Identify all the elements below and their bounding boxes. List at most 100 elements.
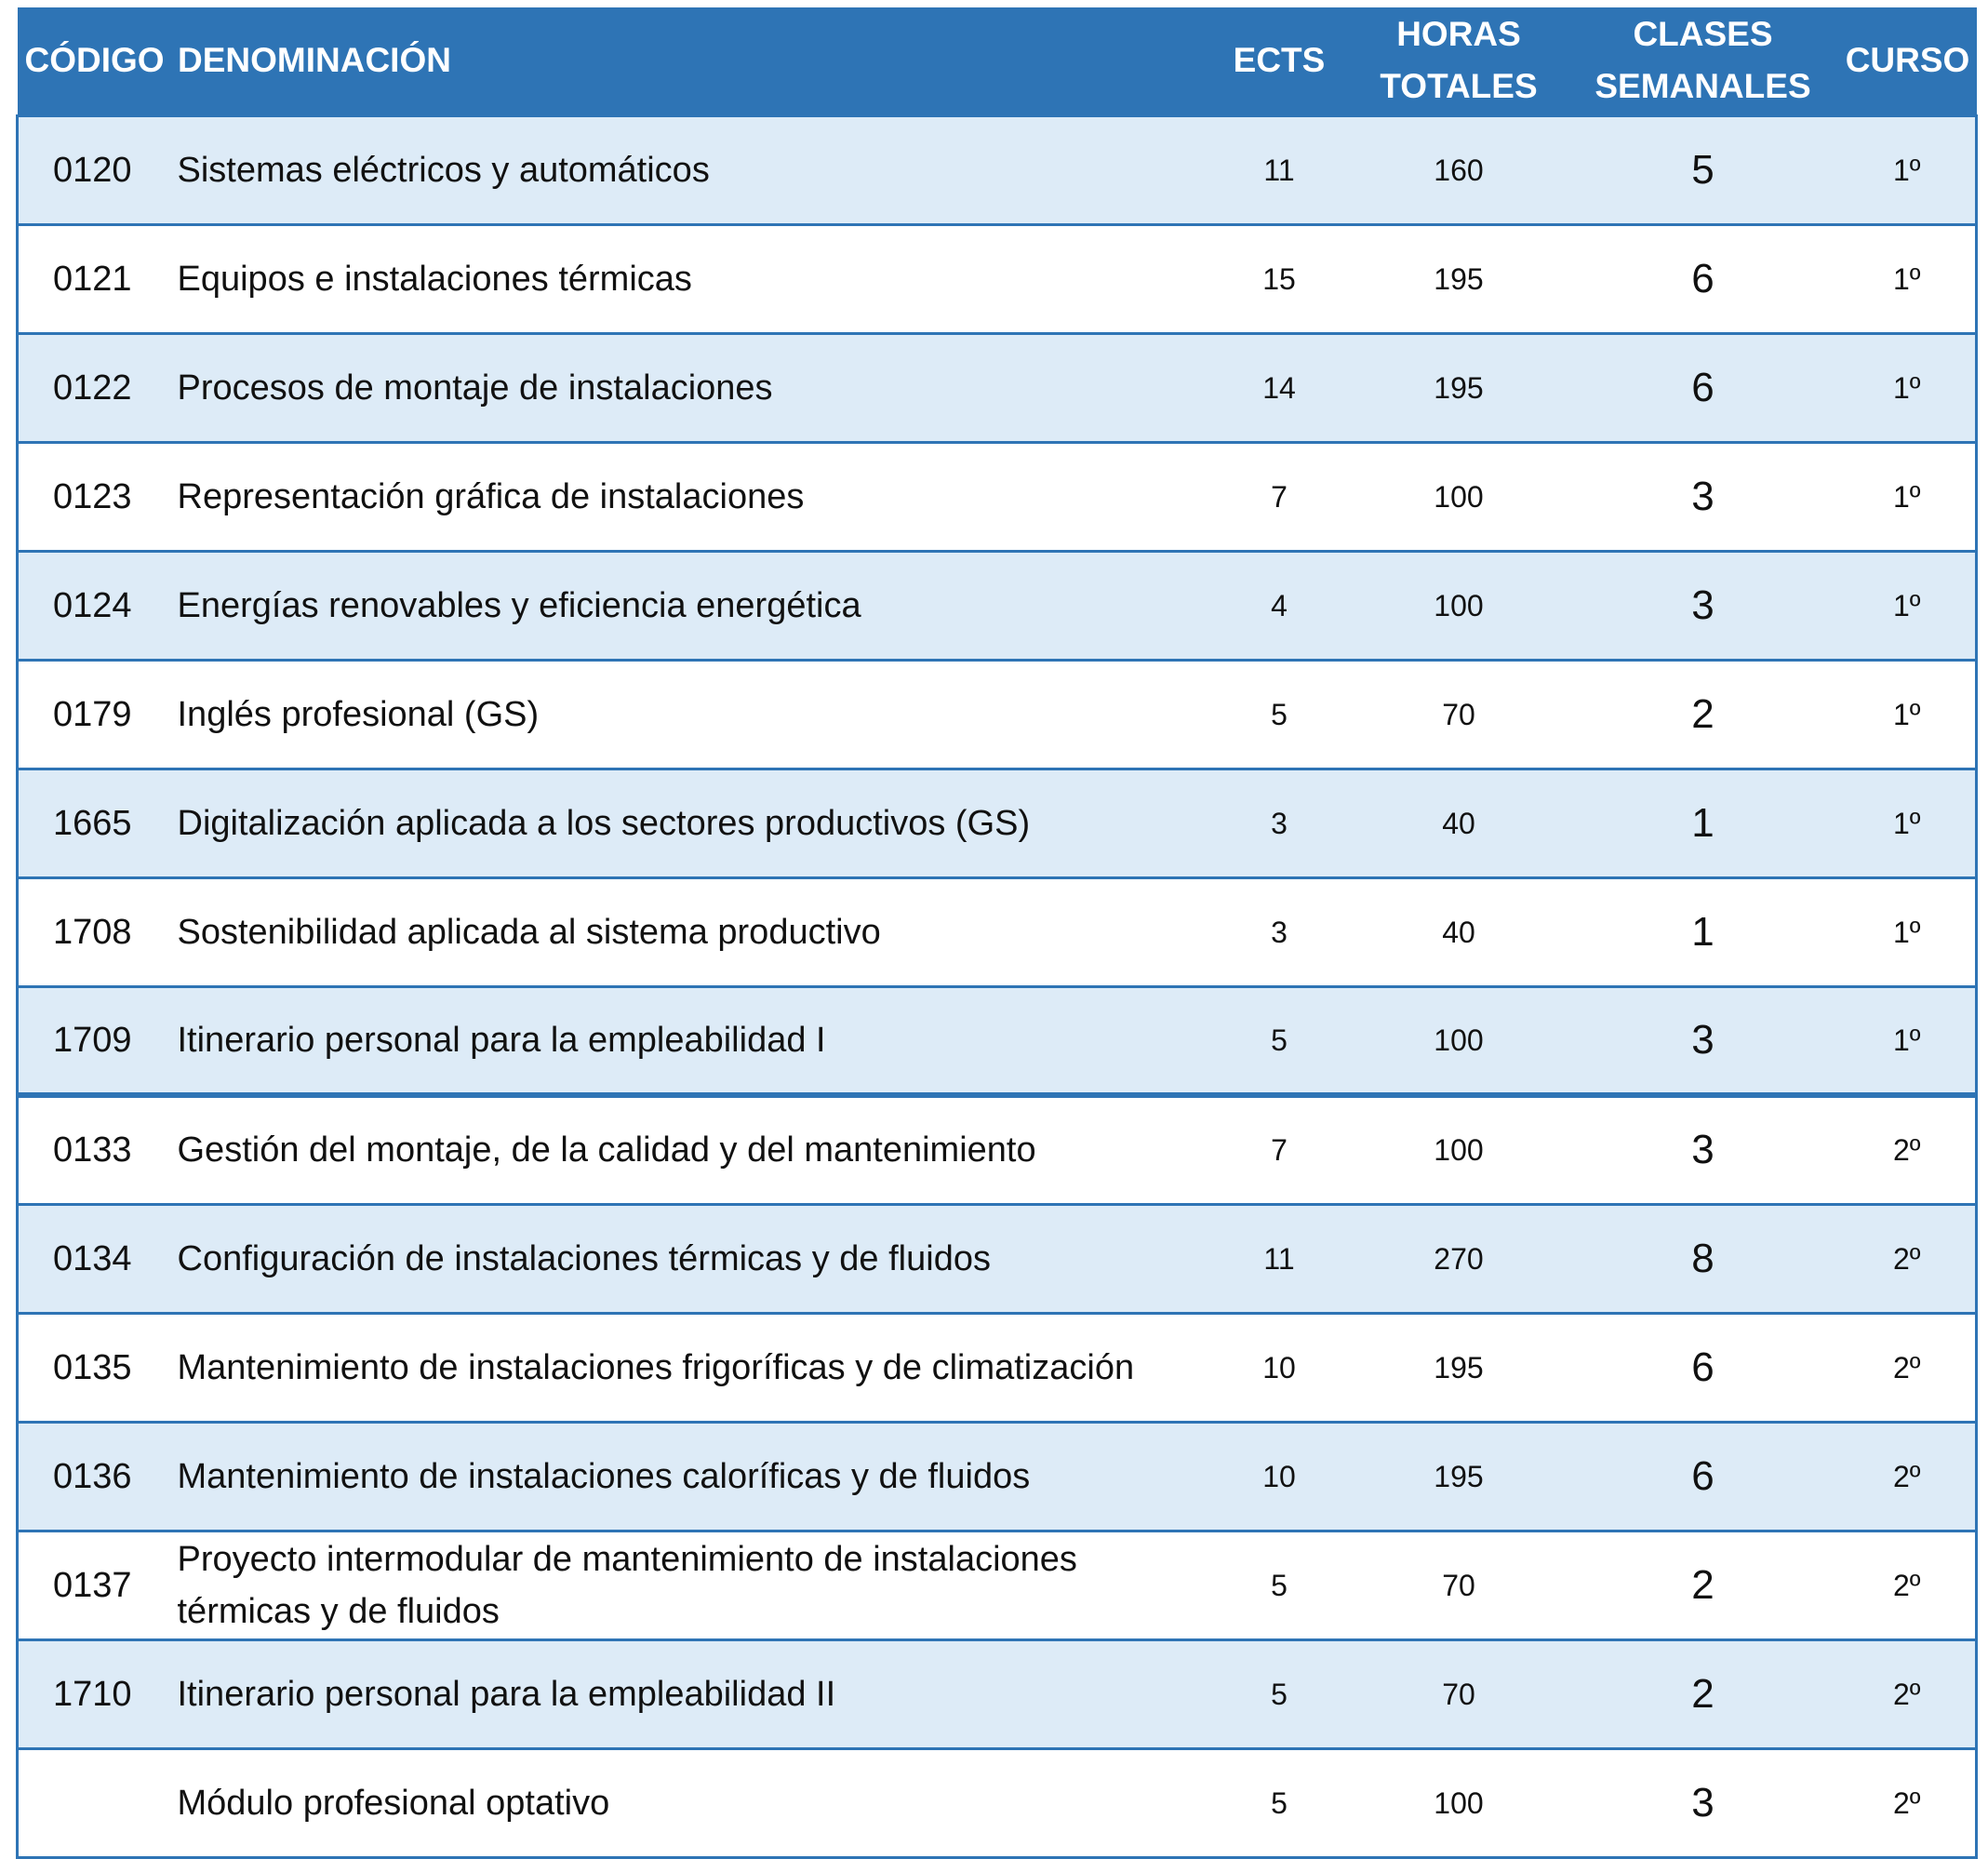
cell-clases-semanales: 3 <box>1567 440 1839 553</box>
cell-curso: 2º <box>1838 1092 1978 1206</box>
cell-curso: 2º <box>1838 1311 1978 1424</box>
table-row: 1708 Sostenibilidad aplicada al sistema p… <box>16 876 1978 988</box>
table-row: 0122 Procesos de montaje de instalaciones… <box>16 331 1978 444</box>
cell-codigo: 0124 <box>16 549 174 662</box>
table-row: Módulo profesional optativo 5 100 3 2º <box>16 1746 1978 1859</box>
cell-denominacion: Itinerario personal para la empleabilida… <box>173 1638 1208 1750</box>
table-row: 0120 Sistemas eléctricos y automáticos 11 1… <box>16 114 1978 226</box>
table-row: 0133 Gestión del montaje, de la calidad y… <box>16 1092 1978 1206</box>
cell-curso: 1º <box>1838 876 1978 988</box>
cell-horas-totales: 195 <box>1350 1311 1568 1424</box>
cell-clases-semanales: 3 <box>1567 1092 1839 1206</box>
cell-horas-totales: 100 <box>1350 984 1568 1097</box>
cell-ects: 3 <box>1207 876 1351 988</box>
table-row: 0137 Proyecto intermodular de mantenimien… <box>16 1529 1978 1641</box>
cell-clases-semanales: 2 <box>1567 1638 1839 1750</box>
table-row: 1665 Digitalización aplicada a los sector… <box>16 767 1978 879</box>
header-horas-line2: TOTALES <box>1380 67 1538 106</box>
cell-denominacion: Configuración de instalaciones térmicas … <box>173 1202 1208 1315</box>
header-curso: CURSO <box>1838 7 1977 115</box>
cell-horas-totales: 270 <box>1350 1202 1568 1315</box>
cell-curso: 1º <box>1838 222 1978 335</box>
cell-codigo: 1710 <box>16 1638 174 1750</box>
cell-curso: 1º <box>1838 549 1978 662</box>
cell-curso: 1º <box>1838 984 1978 1097</box>
cell-clases-semanales: 6 <box>1567 222 1839 335</box>
cell-curso: 1º <box>1838 114 1978 226</box>
cell-ects: 5 <box>1207 984 1351 1097</box>
cell-horas-totales: 100 <box>1350 440 1568 553</box>
header-codigo: CÓDIGO <box>17 7 174 115</box>
modules-table: CÓDIGO DENOMINACIÓN ECTS HORAS TOTALES CL… <box>16 7 1978 1859</box>
table-row: 0123 Representación gráfica de instalacio… <box>16 440 1978 553</box>
cell-horas-totales: 70 <box>1350 1638 1568 1750</box>
table-body: 0120 Sistemas eléctricos y automáticos 11 1… <box>16 114 1978 1859</box>
cell-curso: 1º <box>1838 331 1978 444</box>
cell-codigo: 0134 <box>16 1202 174 1315</box>
table-row: 0124 Energías renovables y eficiencia ene… <box>16 549 1978 662</box>
header-clases-line1: CLASES <box>1633 15 1773 54</box>
table-row: 1709 Itinerario personal para la empleabi… <box>16 984 1978 1097</box>
cell-clases-semanales: 6 <box>1567 331 1839 444</box>
cell-curso: 1º <box>1838 767 1978 879</box>
header-denominacion: DENOMINACIÓN <box>173 7 1208 115</box>
cell-codigo: 0122 <box>16 331 174 444</box>
cell-curso: 2º <box>1838 1529 1978 1641</box>
cell-clases-semanales: 6 <box>1567 1420 1839 1532</box>
cell-denominacion: Itinerario personal para la empleabilida… <box>173 984 1208 1097</box>
cell-codigo: 0133 <box>16 1092 174 1206</box>
cell-denominacion: Sistemas eléctricos y automáticos <box>173 114 1208 226</box>
cell-horas-totales: 70 <box>1350 658 1568 770</box>
cell-horas-totales: 160 <box>1350 114 1568 226</box>
cell-ects: 11 <box>1207 114 1351 226</box>
cell-ects: 10 <box>1207 1420 1351 1532</box>
cell-codigo: 1709 <box>16 984 174 1097</box>
cell-clases-semanales: 5 <box>1567 114 1839 226</box>
cell-ects: 15 <box>1207 222 1351 335</box>
cell-horas-totales: 100 <box>1350 549 1568 662</box>
cell-clases-semanales: 1 <box>1567 876 1839 988</box>
cell-ects: 4 <box>1207 549 1351 662</box>
cell-clases-semanales: 2 <box>1567 1529 1839 1641</box>
cell-ects: 5 <box>1207 1529 1351 1641</box>
cell-denominacion: Inglés profesional (GS) <box>173 658 1208 770</box>
cell-curso: 2º <box>1838 1638 1978 1750</box>
cell-curso: 2º <box>1838 1746 1978 1859</box>
cell-horas-totales: 100 <box>1350 1746 1568 1859</box>
cell-clases-semanales: 8 <box>1567 1202 1839 1315</box>
cell-clases-semanales: 3 <box>1567 984 1839 1097</box>
header-ects: ECTS <box>1207 7 1351 115</box>
cell-denominacion: Gestión del montaje, de la calidad y del… <box>173 1092 1208 1206</box>
cell-horas-totales: 195 <box>1350 222 1568 335</box>
cell-clases-semanales: 3 <box>1567 549 1839 662</box>
cell-clases-semanales: 3 <box>1567 1746 1839 1859</box>
table-row: 0179 Inglés profesional (GS) 5 70 2 1º <box>16 658 1978 770</box>
cell-codigo: 0136 <box>16 1420 174 1532</box>
cell-codigo: 1708 <box>16 876 174 988</box>
cell-denominacion: Equipos e instalaciones térmicas <box>173 222 1208 335</box>
cell-horas-totales: 195 <box>1350 1420 1568 1532</box>
header-clases-semanales: CLASES SEMANALES <box>1567 7 1839 115</box>
cell-codigo: 0135 <box>16 1311 174 1424</box>
cell-ects: 3 <box>1207 767 1351 879</box>
header-row: CÓDIGO DENOMINACIÓN ECTS HORAS TOTALES CL… <box>17 7 1977 115</box>
cell-horas-totales: 40 <box>1350 767 1568 879</box>
cell-denominacion: Digitalización aplicada a los sectores p… <box>173 767 1208 879</box>
cell-denominacion: Energías renovables y eficiencia energét… <box>173 549 1208 662</box>
cell-curso: 2º <box>1838 1202 1978 1315</box>
cell-ects: 5 <box>1207 1638 1351 1750</box>
table-row: 0135 Mantenimiento de instalaciones frigo… <box>16 1311 1978 1424</box>
cell-horas-totales: 195 <box>1350 331 1568 444</box>
cell-curso: 1º <box>1838 440 1978 553</box>
cell-ects: 7 <box>1207 440 1351 553</box>
cell-clases-semanales: 1 <box>1567 767 1839 879</box>
table-row: 0136 Mantenimiento de instalaciones calor… <box>16 1420 1978 1532</box>
cell-clases-semanales: 6 <box>1567 1311 1839 1424</box>
cell-ects: 10 <box>1207 1311 1351 1424</box>
cell-denominacion: Módulo profesional optativo <box>173 1746 1208 1859</box>
cell-codigo: 0137 <box>16 1529 174 1641</box>
cell-horas-totales: 100 <box>1350 1092 1568 1206</box>
cell-horas-totales: 40 <box>1350 876 1568 988</box>
cell-codigo: 0120 <box>16 114 174 226</box>
cell-codigo <box>16 1746 174 1859</box>
